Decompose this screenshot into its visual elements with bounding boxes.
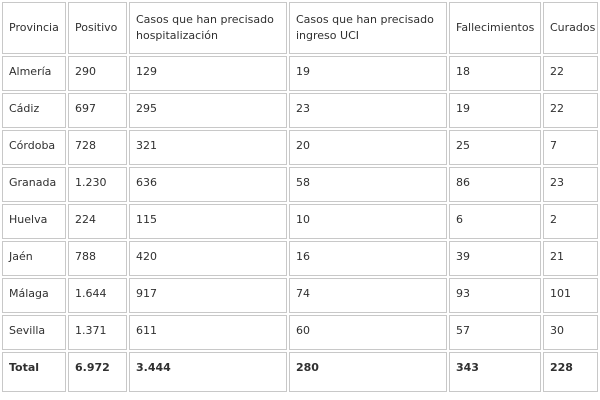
table-cell: 101: [543, 278, 598, 313]
table-row-cordoba: Córdoba 728 321 20 25 7: [2, 130, 598, 165]
table-cell: 295: [129, 93, 287, 128]
table-cell: 2: [543, 204, 598, 239]
table-row-almeria: Almería 290 129 19 18 22: [2, 56, 598, 91]
column-header-provincia: Provincia: [2, 2, 66, 54]
table-cell: 129: [129, 56, 287, 91]
table-cell: 58: [289, 167, 447, 202]
table-cell: 1.230: [68, 167, 127, 202]
table-row-cadiz: Cádiz 697 295 23 19 22: [2, 93, 598, 128]
province-cell: Málaga: [2, 278, 66, 313]
province-cell: Granada: [2, 167, 66, 202]
table-cell: 25: [449, 130, 541, 165]
province-cell: Almería: [2, 56, 66, 91]
table-cell: 20: [289, 130, 447, 165]
table-cell: 39: [449, 241, 541, 276]
total-cell: 228: [543, 352, 598, 392]
table-cell: 19: [289, 56, 447, 91]
table-cell: 23: [543, 167, 598, 202]
table-row-total: Total 6.972 3.444 280 343 228: [2, 352, 598, 392]
table-cell: 290: [68, 56, 127, 91]
table-cell: 60: [289, 315, 447, 350]
table-cell: 636: [129, 167, 287, 202]
table-cell: 611: [129, 315, 287, 350]
column-header-uci: Casos que han precisado ingreso UCI: [289, 2, 447, 54]
column-header-positivo: Positivo: [68, 2, 127, 54]
table-cell: 30: [543, 315, 598, 350]
header-row: Provincia Positivo Casos que han precisa…: [2, 2, 598, 54]
table-row-jaen: Jaén 788 420 16 39 21: [2, 241, 598, 276]
table-cell: 22: [543, 93, 598, 128]
column-header-curados: Curados: [543, 2, 598, 54]
table-cell: 697: [68, 93, 127, 128]
table-cell: 917: [129, 278, 287, 313]
total-cell: 3.444: [129, 352, 287, 392]
table-cell: 86: [449, 167, 541, 202]
table-cell: 1.644: [68, 278, 127, 313]
table-cell: 22: [543, 56, 598, 91]
table-cell: 115: [129, 204, 287, 239]
table-row-huelva: Huelva 224 115 10 6 2: [2, 204, 598, 239]
total-label-cell: Total: [2, 352, 66, 392]
table-row-granada: Granada 1.230 636 58 86 23: [2, 167, 598, 202]
total-cell: 6.972: [68, 352, 127, 392]
table-cell: 7: [543, 130, 598, 165]
province-cell: Sevilla: [2, 315, 66, 350]
table-cell: 10: [289, 204, 447, 239]
province-cell: Córdoba: [2, 130, 66, 165]
table-cell: 321: [129, 130, 287, 165]
table-cell: 19: [449, 93, 541, 128]
table-cell: 728: [68, 130, 127, 165]
table-cell: 57: [449, 315, 541, 350]
table-cell: 6: [449, 204, 541, 239]
column-header-hospitalizacion: Casos que han precisado hospitalización: [129, 2, 287, 54]
table-cell: 224: [68, 204, 127, 239]
province-cell: Huelva: [2, 204, 66, 239]
table-cell: 1.371: [68, 315, 127, 350]
table-cell: 21: [543, 241, 598, 276]
table-cell: 420: [129, 241, 287, 276]
column-header-fallecimientos: Fallecimientos: [449, 2, 541, 54]
table-cell: 74: [289, 278, 447, 313]
table-cell: 93: [449, 278, 541, 313]
total-cell: 343: [449, 352, 541, 392]
table-cell: 23: [289, 93, 447, 128]
table-row-sevilla: Sevilla 1.371 611 60 57 30: [2, 315, 598, 350]
table-row-malaga: Málaga 1.644 917 74 93 101: [2, 278, 598, 313]
table-cell: 16: [289, 241, 447, 276]
table-cell: 18: [449, 56, 541, 91]
table-cell: 788: [68, 241, 127, 276]
province-cell: Cádiz: [2, 93, 66, 128]
total-cell: 280: [289, 352, 447, 392]
province-cell: Jaén: [2, 241, 66, 276]
